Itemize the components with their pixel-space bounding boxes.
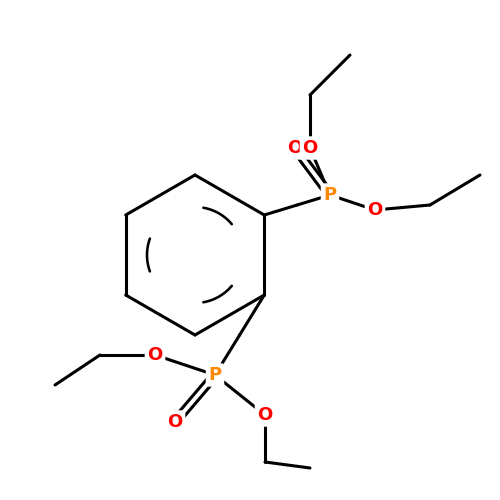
Text: P: P xyxy=(208,366,222,384)
Text: O: O xyxy=(302,139,318,157)
Text: O: O xyxy=(168,413,182,431)
Text: O: O xyxy=(288,139,302,157)
Text: P: P xyxy=(324,186,336,204)
Text: O: O xyxy=(148,346,162,364)
Text: O: O xyxy=(258,406,272,424)
Text: O: O xyxy=(368,201,382,219)
